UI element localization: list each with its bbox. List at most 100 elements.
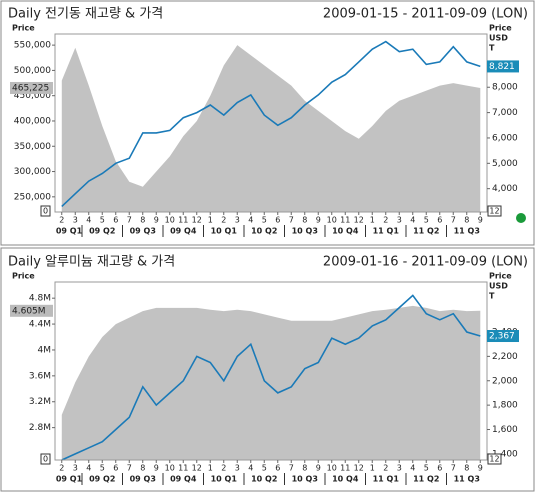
quarter-label: 09 Q3 [130, 227, 156, 236]
x-tick-label: 3 [397, 464, 402, 473]
x-tick-label: 4 [410, 464, 415, 473]
x-tick-label: 7 [289, 216, 294, 225]
y-tick-label: 4.8M [29, 294, 51, 304]
x-tick-label: 3 [235, 464, 240, 473]
y2-axis-label: T [489, 44, 495, 53]
x-tick-label: 5 [100, 464, 105, 473]
last-value-label: 8,821 [489, 62, 515, 72]
x-tick-label: 11 [178, 464, 188, 473]
quarter-label: 09 Q3 [130, 475, 156, 484]
plot-frame [54, 33, 488, 213]
y-tick-label: 500,000 [14, 66, 51, 76]
x-tick-label: 6 [113, 464, 118, 473]
corner-box [40, 205, 51, 217]
quarter-label: 10 Q4 [332, 475, 359, 484]
x-tick-label: 4 [248, 464, 253, 473]
quarter-label: 10 Q3 [292, 475, 318, 484]
x-tick-label: 10 [165, 464, 175, 473]
y-axis-label: Price [12, 272, 35, 281]
x-tick-label: 12 [354, 464, 364, 473]
x-tick-label: 9 [478, 464, 483, 473]
x-tick-label: 5 [262, 216, 267, 225]
corner-box [40, 453, 51, 465]
quarter-label: 11 Q2 [413, 227, 439, 236]
x-tick-label: 2 [59, 464, 64, 473]
y-tick-label: 3.6M [29, 371, 51, 381]
x-tick-label: 7 [451, 216, 456, 225]
date-range: 2009-01-15 - 2011-09-09 (LON) [323, 7, 528, 22]
price-line [61, 40, 481, 207]
quarter-label: 09 Q1 [56, 227, 83, 236]
y2-tick-label: 8,000 [492, 83, 518, 93]
last-value-box [487, 330, 519, 343]
quarter-label: 09 Q4 [170, 227, 197, 236]
y2-axis-label: USD [489, 34, 508, 43]
x-tick-label: 6 [437, 216, 442, 225]
quarter-label: 10 Q2 [251, 227, 277, 236]
last-value-box [10, 304, 53, 317]
quarter-label: 10 Q3 [292, 227, 318, 236]
x-tick-label: 7 [451, 464, 456, 473]
quarter-label: 10 Q1 [211, 475, 238, 484]
quarter-label: 09 Q1 [56, 475, 83, 484]
x-tick-label: 8 [140, 216, 145, 225]
y2-tick-label: 2,200 [492, 352, 518, 362]
corner-box [487, 453, 502, 465]
y2-tick-label: 5,000 [492, 159, 518, 169]
x-tick-label: 4 [86, 464, 91, 473]
quarter-label: 09 Q2 [89, 227, 115, 236]
y2-tick-label: 4,000 [492, 184, 518, 194]
x-tick-label: 2 [221, 464, 226, 473]
x-tick-label: 3 [397, 216, 402, 225]
quarter-label: 09 Q4 [170, 475, 197, 484]
x-tick-label: 5 [424, 464, 429, 473]
corner-right: 12 [489, 207, 499, 216]
x-tick-label: 3 [235, 216, 240, 225]
quarter-label: 11 Q2 [413, 475, 439, 484]
y-tick-label: 300,000 [14, 167, 51, 177]
y2-tick-label: 2,000 [492, 376, 518, 386]
y-tick-label: 3.2M [29, 397, 51, 407]
corner-left: 0 [43, 207, 48, 216]
y-tick-label: 350,000 [14, 142, 51, 152]
x-tick-label: 4 [410, 216, 415, 225]
quarter-label: 11 Q1 [373, 475, 400, 484]
y-tick-label: 550,000 [14, 41, 51, 51]
x-tick-label: 9 [478, 216, 483, 225]
y2-axis-label: Price [489, 272, 512, 281]
quarter-label: 10 Q1 [211, 227, 238, 236]
x-tick-label: 2 [59, 216, 64, 225]
plot-frame [54, 281, 488, 461]
x-tick-label: 2 [383, 464, 388, 473]
y-tick-label: 450,000 [14, 91, 51, 101]
y-tick-label: 2.8M [29, 423, 51, 433]
x-tick-label: 6 [275, 464, 280, 473]
corner-box [487, 205, 502, 217]
x-tick-label: 6 [275, 216, 280, 225]
last-value-box [10, 81, 53, 94]
x-tick-label: 9 [316, 216, 321, 225]
status-dot [516, 213, 526, 223]
price-line [61, 294, 481, 461]
chart-title: Daily 알루미늄 재고량 & 가격 [8, 255, 175, 270]
last-value-label: 465,225 [12, 83, 49, 93]
x-tick-label: 11 [178, 216, 188, 225]
x-tick-label: 8 [140, 464, 145, 473]
last-value-box [487, 60, 519, 73]
x-tick-label: 5 [424, 216, 429, 225]
quarter-label: 11 Q3 [454, 475, 480, 484]
x-tick-label: 11 [340, 216, 350, 225]
y2-tick-label: 6,000 [492, 133, 518, 143]
y-tick-label: 4M [38, 345, 52, 355]
x-tick-label: 10 [165, 216, 175, 225]
corner-right: 12 [489, 455, 499, 464]
x-tick-label: 1 [208, 216, 213, 225]
x-tick-label: 4 [86, 216, 91, 225]
x-tick-label: 4 [248, 216, 253, 225]
y2-tick-label: 1,800 [492, 401, 518, 411]
x-tick-label: 1 [370, 464, 375, 473]
x-tick-label: 8 [464, 464, 469, 473]
x-tick-label: 3 [73, 464, 78, 473]
date-range: 2009-01-16 - 2011-09-09 (LON) [323, 255, 528, 270]
